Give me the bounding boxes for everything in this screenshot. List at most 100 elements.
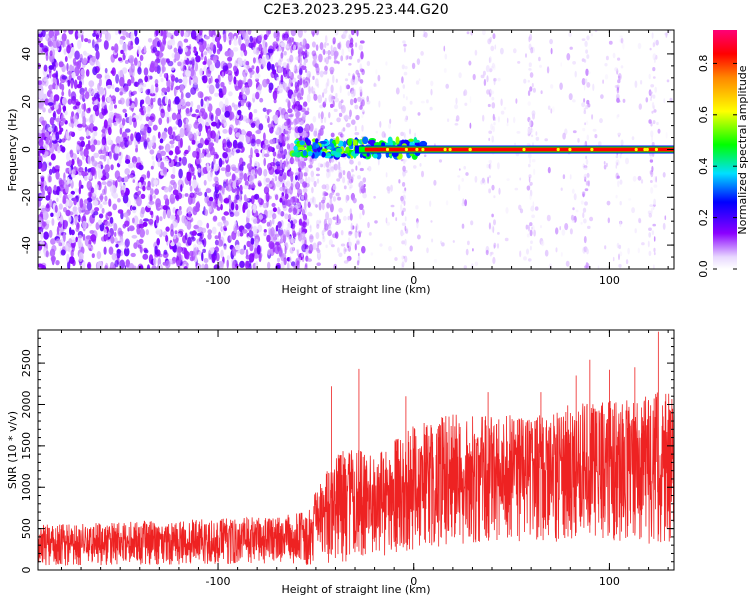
heatmap-cell (525, 53, 527, 58)
heatmap-cell (335, 78, 338, 83)
heatmap-cell (342, 30, 347, 39)
heatmap-cell (215, 193, 220, 198)
heatmap-cell (480, 74, 485, 79)
heatmap-cell (55, 238, 61, 244)
heatmap-cell (292, 243, 295, 251)
heatmap-cell (297, 111, 301, 117)
heatmap-cell (178, 78, 183, 84)
heatmap-cell (264, 54, 270, 63)
heatmap-cell (429, 200, 432, 207)
heatmap-cell (664, 215, 667, 220)
heatmap-cell (118, 57, 123, 62)
heatmap-cell (48, 191, 51, 199)
heatmap-cell (322, 49, 326, 55)
heatmap-cell (82, 220, 87, 229)
heatmap-cell (280, 52, 284, 59)
heatmap-cell (580, 221, 583, 225)
heatmap-cell (586, 82, 591, 88)
heatmap-cell (50, 212, 54, 217)
heatmap-cell (650, 97, 652, 101)
heatmap-cell (305, 247, 310, 255)
heatmap-cell (266, 234, 271, 243)
heatmap-cell (279, 89, 283, 94)
heatmap-cell (70, 190, 76, 195)
heatmap-cell (276, 127, 279, 136)
heatmap-cell (604, 74, 609, 80)
heatmap-cell (164, 260, 171, 269)
heatmap-cell (346, 170, 351, 180)
heatmap-cell (291, 37, 295, 43)
heatmap-cell (492, 113, 495, 121)
heatmap-cell (288, 82, 291, 90)
heatmap-cell (415, 205, 419, 210)
heatmap-cell (282, 172, 287, 181)
heatmap-cell (572, 61, 576, 65)
heatmap-cell (377, 158, 380, 166)
heatmap-cell (572, 207, 575, 211)
heatmap-cell (318, 112, 321, 119)
colorbar-tick-label: 0.4 (697, 157, 710, 175)
heatmap-cell (322, 101, 327, 108)
heatmap-cell (259, 97, 264, 103)
heatmap-cell (465, 172, 469, 176)
heatmap-cell (616, 162, 618, 166)
heatmap-cell (94, 184, 100, 190)
heatmap-cell (148, 200, 155, 205)
heatmap-cell (275, 180, 281, 188)
heatmap-cell (354, 132, 360, 136)
heatmap-cell (346, 55, 349, 60)
heatmap-cell (316, 178, 320, 184)
colorbar-tick-label: 0.0 (697, 260, 710, 278)
heatmap-cell (258, 58, 263, 65)
heatmap-cell (347, 215, 350, 221)
heatmap-cell (222, 129, 228, 134)
heatmap-cell (337, 131, 343, 136)
heatmap-cell (463, 90, 466, 97)
heatmap-cell (301, 252, 304, 257)
heatmap-cell (60, 249, 66, 256)
heatmap-cell (493, 64, 496, 71)
heatmap-cell (352, 139, 358, 147)
heatmap-cell (296, 256, 301, 260)
heatmap-cell (150, 177, 156, 188)
heatmap-cell (138, 164, 144, 171)
heatmap-cell (82, 115, 86, 126)
heatmap-cell (528, 62, 532, 67)
heatmap-cell (179, 83, 185, 94)
heatmap-cell (336, 178, 341, 182)
heatmap-cell (304, 49, 308, 59)
heatmap-cell (413, 165, 417, 169)
heatmap-cell (92, 66, 98, 76)
heatmap-cell (79, 198, 84, 208)
heatmap-cell (77, 39, 82, 50)
heatmap-cell (162, 30, 167, 41)
heatmap-cell (312, 53, 318, 61)
heatmap-cell (227, 56, 233, 62)
heatmap-cell (196, 263, 203, 269)
heatmap-cell (403, 200, 406, 207)
heatmap-cell (177, 246, 183, 253)
heatmap-cell (523, 78, 527, 84)
heatmap-cell (452, 240, 455, 243)
heatmap-cell (326, 202, 330, 209)
heatmap-cell (348, 230, 352, 236)
heatmap-cell (67, 193, 74, 199)
heatmap-cell (590, 33, 594, 37)
heatmap-cell (52, 134, 56, 141)
heatmap-cell (402, 207, 406, 212)
heatmap-cell (159, 138, 164, 144)
heatmap-cell (66, 44, 71, 54)
heatmap-cell (656, 121, 659, 126)
heatmap-cell (307, 176, 311, 184)
heatmap-cell (349, 184, 353, 189)
heatmap-cell (394, 257, 398, 261)
heatmap-cell (312, 75, 315, 80)
heatmap-cell (583, 59, 587, 63)
heatmap-cell (279, 159, 283, 167)
heatmap-cell (69, 149, 74, 158)
heatmap-cell (299, 257, 302, 263)
heatmap-cell (309, 157, 314, 165)
heatmap-cell (539, 64, 542, 68)
heatmap-cell (559, 82, 563, 90)
heatmap-cell (527, 127, 531, 135)
